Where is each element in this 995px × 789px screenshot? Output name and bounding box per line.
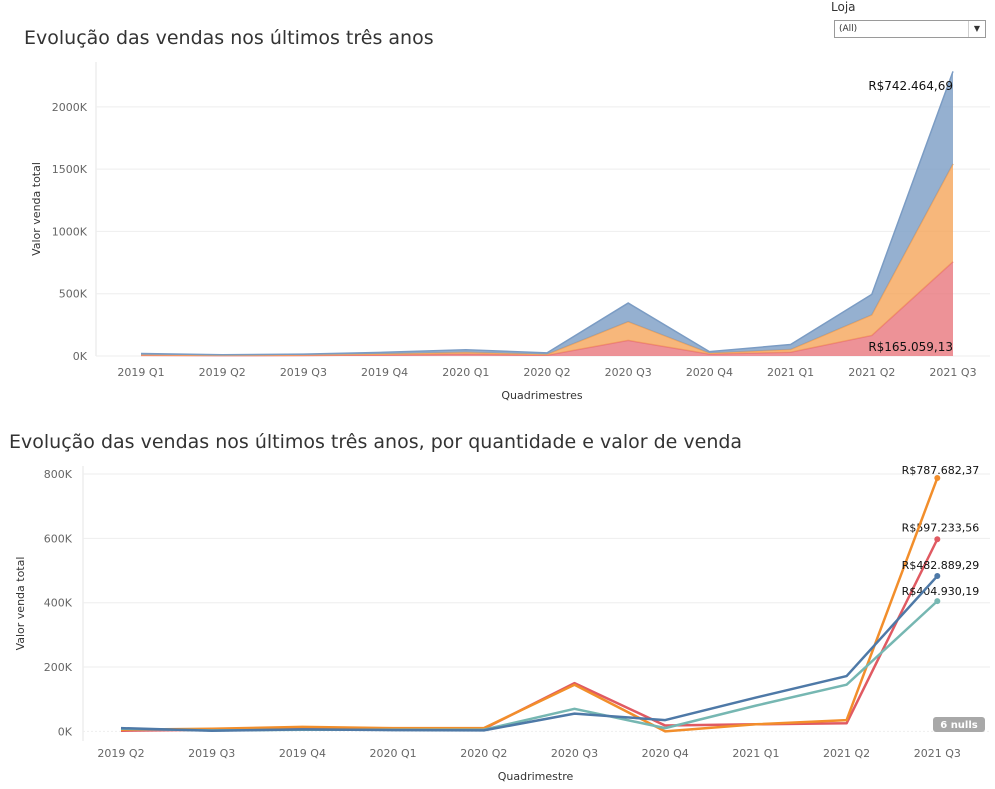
line-chart-y-tick-label: 0K — [58, 725, 73, 738]
area-chart-x-axis-title: Quadrimestres — [501, 389, 583, 402]
line-series-1-end-point — [934, 536, 941, 543]
area-series-3 — [141, 71, 953, 356]
line-chart-x-tick-label: 2020 Q4 — [642, 747, 689, 760]
area-chart-y-tick-label: 0K — [73, 350, 88, 363]
line-chart-y-tick-label: 200K — [44, 661, 73, 674]
area-chart-x-tick-label: 2019 Q4 — [361, 366, 408, 379]
area-chart-x-tick-label: 2021 Q3 — [929, 366, 976, 379]
area-series-1 — [141, 261, 953, 356]
area-series-3-edge — [140, 71, 954, 356]
line-series-1 — [120, 538, 939, 732]
area-chart-x-tick-label: 2021 Q1 — [767, 366, 814, 379]
area-chart-annotation-1: R$742.464,69 — [868, 79, 953, 93]
line-chart-x-tick-label: 2020 Q1 — [370, 747, 417, 760]
area-chart-y-tick-label: 1000K — [52, 225, 88, 238]
line-series-4-end-point — [934, 573, 941, 580]
line-series-3-end-label: R$404.930,19 — [902, 585, 980, 598]
area-chart-x-tick-label: 2020 Q3 — [605, 366, 652, 379]
area-chart-y-axis-title: Valor venda total — [30, 162, 43, 256]
line-series-3 — [120, 600, 939, 732]
line-chart-x-tick-label: 2019 Q4 — [279, 747, 326, 760]
area-chart-x-tick-label: 2019 Q3 — [280, 366, 327, 379]
area-chart-y-tick-label: 2000K — [52, 101, 88, 114]
area-chart-y-tick-label: 500K — [59, 288, 88, 301]
line-chart-x-tick-label: 2019 Q3 — [188, 747, 235, 760]
dropdown-arrow-icon[interactable]: ▼ — [968, 21, 985, 37]
line-series-2-end-label: R$787.682,37 — [902, 464, 980, 477]
line-chart-x-tick-label: 2019 Q2 — [97, 747, 144, 760]
chart-title-line: Evolução das vendas nos últimos três ano… — [9, 431, 743, 453]
area-chart-x-tick-label: 2020 Q2 — [523, 366, 570, 379]
area-chart-x-tick-label: 2020 Q1 — [442, 366, 489, 379]
filter-selected-value: (All) — [839, 24, 858, 34]
area-chart-x-tick-label: 2021 Q2 — [848, 366, 895, 379]
area-chart-annotation-2: R$165.059,13 — [868, 340, 953, 354]
line-series-3-end-point — [934, 598, 941, 605]
line-series-4 — [120, 575, 939, 732]
line-series-4-end-label: R$482.889,29 — [902, 559, 980, 572]
area-chart-y-tick-label: 1500K — [52, 163, 88, 176]
area-chart-x-tick-label: 2019 Q1 — [117, 366, 164, 379]
line-chart-x-tick-label: 2021 Q3 — [914, 747, 961, 760]
line-chart-x-tick-label: 2021 Q2 — [823, 747, 870, 760]
line-chart-y-tick-label: 400K — [44, 597, 73, 610]
line-series-2 — [120, 477, 939, 733]
line-chart-y-tick-label: 600K — [44, 532, 73, 545]
loja-filter-dropdown[interactable]: (All) ▼ — [834, 20, 986, 38]
nulls-badge-text: 6 nulls — [940, 720, 978, 731]
area-chart-x-tick-label: 2020 Q4 — [686, 366, 733, 379]
line-chart-x-axis-title: Quadrimestre — [498, 770, 574, 783]
line-series-2-end-point — [934, 475, 941, 482]
nulls-badge — [933, 717, 985, 732]
line-chart-x-tick-label: 2020 Q2 — [460, 747, 507, 760]
line-chart-y-tick-label: 800K — [44, 468, 73, 481]
chart-title-area: Evolução das vendas nos últimos três ano… — [24, 27, 434, 49]
line-chart-y-axis-title: Valor venda total — [14, 557, 27, 651]
filter-label: Loja — [831, 0, 856, 14]
line-chart-x-tick-label: 2020 Q3 — [551, 747, 598, 760]
area-chart-x-tick-label: 2019 Q2 — [199, 366, 246, 379]
line-series-1-end-label: R$597.233,56 — [902, 521, 980, 534]
line-chart-x-tick-label: 2021 Q1 — [732, 747, 779, 760]
